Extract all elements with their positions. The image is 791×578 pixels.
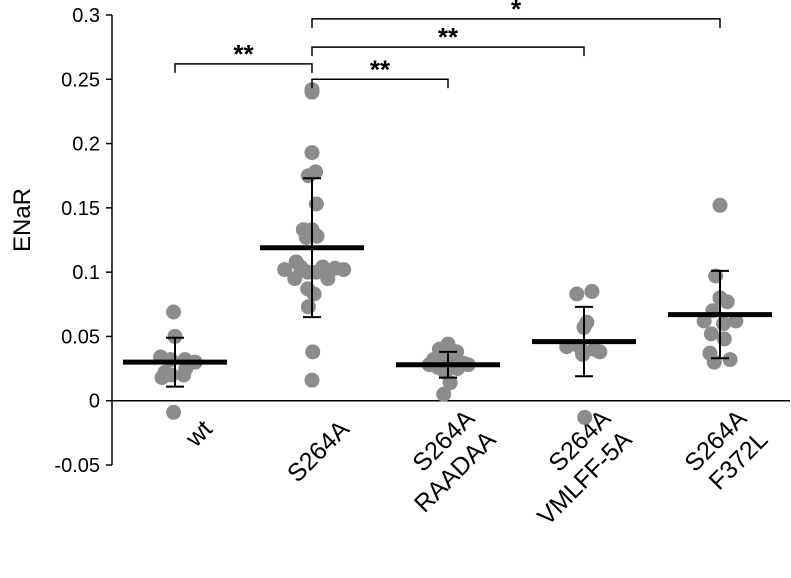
y-tick-label: 0.15 [61,198,100,220]
data-point [300,299,316,315]
data-point [298,229,314,245]
data-point [703,326,719,342]
category-label-line: S264A [282,415,355,488]
data-point [176,367,192,383]
significance-bracket [311,78,449,89]
data-point [277,262,293,278]
y-tick-label: 0.05 [61,326,100,348]
significance-brackets: ******* [174,0,721,89]
data-point [584,283,600,299]
data-point [575,346,591,362]
y-tick-label: 0.2 [72,134,100,156]
significance-bracket [311,18,721,28]
significance-label: * [511,0,522,24]
category-label-line: wt [180,415,218,453]
mean-and-error-bars [123,177,772,388]
y-tick-label: 0 [89,391,100,413]
y-tick-label: 0.25 [61,69,100,91]
data-point [304,84,320,100]
data-point [728,313,744,329]
data-point [442,375,458,391]
data-point [577,409,593,425]
x-axis: wt S264A S264ARAADAA S264AVMLFF-5A S264AF372… [112,399,790,531]
category-label: S264AVMLFF-5A [511,404,638,531]
data-point [722,352,738,368]
data-point [336,262,352,278]
significance-label: ** [438,22,459,52]
data-point [716,316,732,332]
category-label: S264ARAADAA [388,404,502,518]
data-point [300,168,316,184]
y-axis: -0.05 0 0.05 0.1 0.15 0.2 0.25 0.3 [54,5,113,477]
data-point [166,304,182,320]
data-point [696,313,712,329]
data-point [569,286,585,302]
category-label: wt [180,415,218,453]
data-point [287,271,303,287]
data-point [304,145,320,161]
y-axis-label: ENaR [9,188,36,252]
data-point [719,294,735,310]
data-point [167,328,183,344]
significance-bracket [311,46,585,57]
significance-label: ** [233,39,254,69]
data-point [436,386,452,402]
data-point [592,344,608,360]
data-point [306,286,322,302]
significance-label: ** [370,54,391,84]
data-point [320,271,336,287]
data-point [154,370,170,386]
category-label: S264A [282,415,355,488]
data-point [166,404,182,420]
data-point [304,372,320,388]
y-tick-label: 0.3 [72,5,100,27]
y-tick-label: 0.1 [72,262,100,284]
significance-bracket [174,63,313,73]
data-point [305,344,321,360]
data-point [712,197,728,213]
category-label: S264AF372L [679,404,773,498]
y-tick-label: -0.05 [54,455,100,477]
